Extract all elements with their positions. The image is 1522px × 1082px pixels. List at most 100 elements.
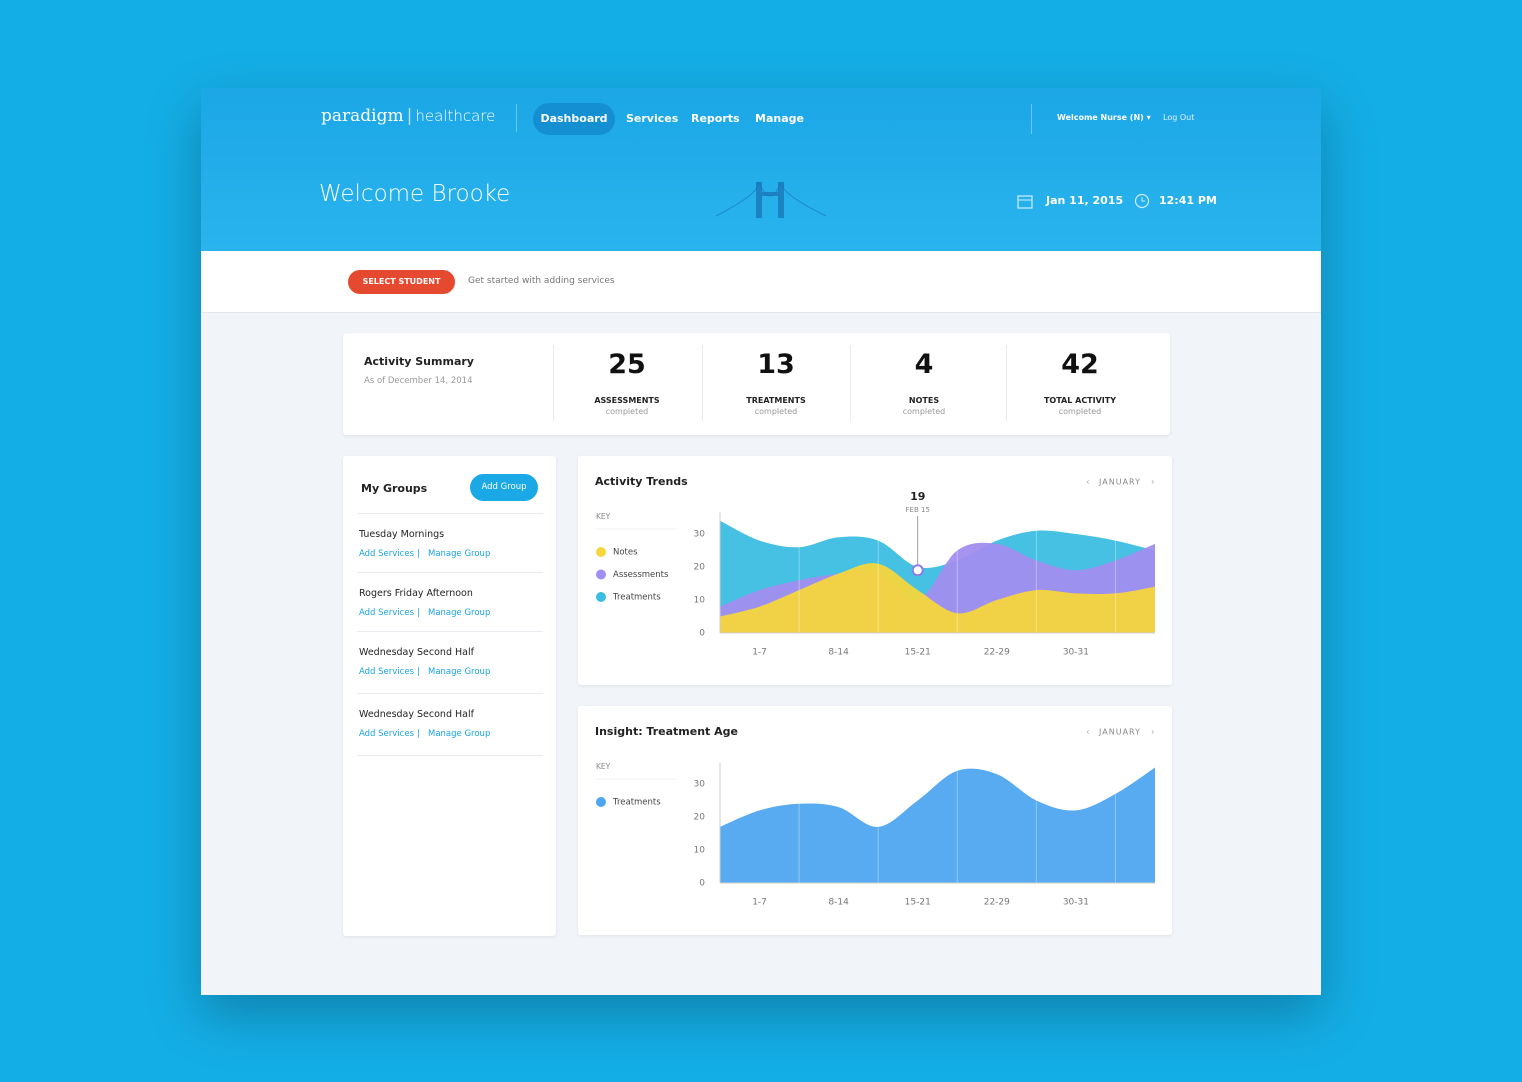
divider	[1006, 345, 1007, 421]
link-divider: |	[417, 729, 420, 739]
y-tick-label: 0	[699, 879, 705, 889]
divider	[553, 345, 554, 421]
link-divider: |	[417, 667, 420, 677]
divider	[702, 345, 703, 421]
group-link[interactable]: Add Services	[359, 729, 415, 739]
toolbar: SELECT STUDENT Get started with adding s…	[201, 251, 1321, 313]
link-divider: |	[417, 608, 420, 618]
chart: Insight: Treatment Age JANUARY ‹ › KEY 1-7 8-1…	[595, 725, 1155, 908]
y-tick-label: 0	[699, 629, 705, 639]
group-link[interactable]: Manage Group	[428, 549, 491, 559]
separator	[357, 572, 543, 573]
group-name: Wednesday Second Half	[359, 709, 474, 720]
annotation-value: 19	[910, 490, 925, 503]
period-next: ›	[1151, 728, 1155, 738]
stat-sublabel: completed	[1058, 407, 1102, 416]
group-link[interactable]: Manage Group	[428, 729, 491, 739]
clock-icon	[1134, 193, 1150, 209]
x-tick-label: 22-29	[984, 648, 1010, 658]
y-tick-label: 30	[694, 780, 706, 790]
x-tick-label: 15-21	[905, 898, 931, 908]
group-name: Rogers Friday Afternoon	[359, 588, 473, 599]
add-group-button[interactable]: Add Group	[470, 474, 538, 501]
group-name: Tuesday Mornings	[359, 529, 445, 540]
user-name: Welcome Nurse (N)	[1057, 113, 1144, 122]
period-prev: ‹	[1086, 478, 1090, 488]
divider	[850, 345, 851, 421]
stat-label: ASSESSMENTS	[594, 396, 660, 405]
group-link[interactable]: Add Services	[359, 667, 415, 677]
key-label: KEY	[596, 512, 611, 521]
x-tick-label: 1-7	[752, 648, 767, 658]
legend-swatch	[596, 592, 606, 602]
stat-sublabel: completed	[605, 407, 649, 416]
legend-swatch	[596, 797, 606, 807]
legend-label: Treatments	[612, 798, 661, 808]
summary-subtitle: As of December 14, 2014	[364, 376, 473, 386]
legend-swatch	[596, 547, 606, 557]
nav-item[interactable]: Dashboard	[533, 103, 615, 135]
stat-value: 13	[757, 349, 795, 380]
logo-divider: |	[406, 106, 413, 126]
legend-swatch	[596, 569, 606, 580]
calendar-icon	[1017, 195, 1033, 209]
activity-summary: Activity Summary As of December 14, 2014…	[343, 333, 1170, 435]
stat-sublabel: completed	[754, 407, 798, 416]
separator	[357, 513, 543, 514]
group-link[interactable]: Manage Group	[428, 667, 491, 677]
stat-value: 42	[1061, 349, 1099, 380]
time: 12:41 PM	[1159, 194, 1217, 207]
annotation-point	[911, 564, 924, 577]
link-divider: |	[417, 549, 420, 559]
chart: Activity Trends JANUARY ‹ › KEY 1-7 8-14 15-21 2…	[595, 475, 1155, 658]
x-tick-label: 15-21	[905, 648, 931, 658]
logo-brand: paradigm	[321, 106, 404, 126]
area	[720, 563, 1155, 633]
divider	[516, 104, 517, 132]
y-tick-label: 10	[694, 596, 706, 606]
separator	[357, 631, 543, 632]
bridge-graphic	[716, 181, 826, 218]
nav-item[interactable]: Manage	[755, 112, 804, 125]
separator	[357, 755, 543, 756]
stat-label: TOTAL ACTIVITY	[1043, 396, 1117, 405]
group-link[interactable]: Manage Group	[428, 608, 491, 618]
chart-card: Insight: Treatment Age JANUARY ‹ › KEY 1-7 8-1…	[578, 706, 1172, 935]
x-tick-label: 30-31	[1063, 898, 1089, 908]
x-tick-label: 8-14	[828, 898, 849, 908]
nav-item[interactable]: Services	[626, 112, 679, 125]
stat-value: 25	[608, 349, 646, 380]
groups-card: My Groups Add Group Tuesday Mornings Add …	[343, 456, 556, 936]
legend-label: Treatments	[612, 593, 661, 603]
logo-product: healthcare	[415, 107, 496, 125]
stat-label: NOTES	[908, 396, 940, 405]
nav-item[interactable]: Reports	[691, 112, 740, 125]
x-tick-label: 1-7	[752, 898, 767, 908]
period-prev: ‹	[1086, 728, 1090, 738]
divider	[1031, 104, 1032, 134]
x-tick-label: 22-29	[984, 898, 1010, 908]
period-next: ›	[1151, 478, 1155, 488]
legend-label: Notes	[613, 548, 638, 558]
stat-sublabel: completed	[902, 407, 946, 416]
y-tick-label: 20	[694, 813, 706, 823]
stat-value: 4	[914, 349, 934, 380]
app-window: paradigm | healthcare Dashboard Services R…	[201, 88, 1321, 995]
welcome: Welcome Brooke	[319, 181, 511, 207]
y-tick-label: 20	[694, 563, 706, 573]
select-student-button[interactable]: SELECT STUDENT	[348, 270, 455, 294]
legend-label: Assessments	[613, 570, 669, 580]
summary-title: Activity Summary	[364, 355, 474, 368]
period: JANUARY	[1098, 728, 1141, 737]
logout[interactable]: Log Out	[1163, 113, 1195, 122]
period: JANUARY	[1098, 478, 1141, 487]
header: paradigm | healthcare Dashboard Services R…	[201, 88, 1321, 251]
group-link[interactable]: Add Services	[359, 608, 415, 618]
logo: paradigm | healthcare	[321, 106, 495, 126]
x-tick-label: 8-14	[828, 648, 849, 658]
chart-card: Activity Trends JANUARY ‹ › KEY 1-7 8-14 15-21 2…	[578, 456, 1172, 685]
group-link[interactable]: Add Services	[359, 549, 415, 559]
user-menu[interactable]: Welcome Nurse (N) ▾	[1057, 113, 1151, 122]
key-label: KEY	[596, 762, 611, 771]
